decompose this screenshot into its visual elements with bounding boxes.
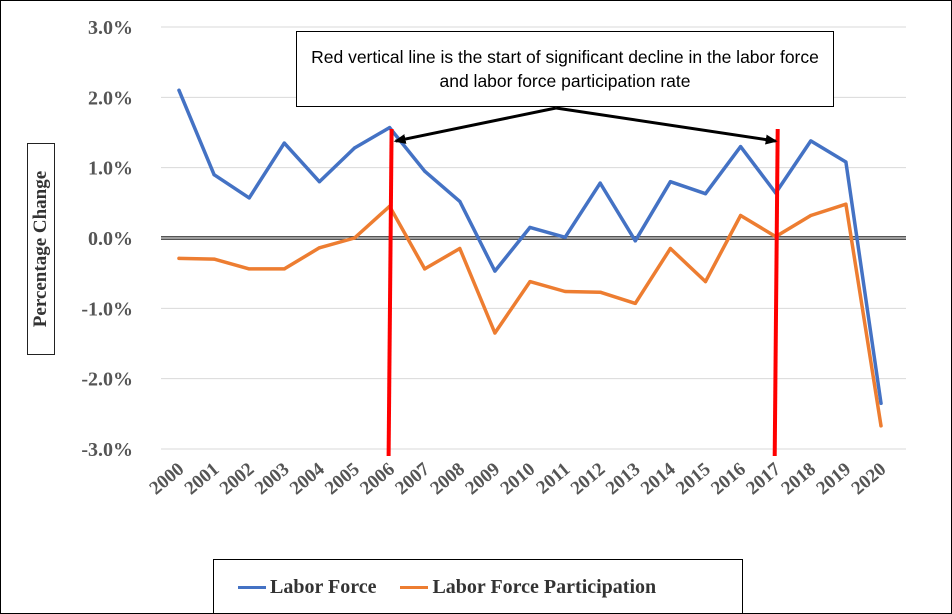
y-tick-label: 3.0% — [88, 17, 133, 39]
annotation-arrow-left — [393, 106, 557, 144]
x-tick-label: 2004 — [286, 458, 329, 499]
data-point — [458, 199, 462, 204]
y-axis-label: Percentage Change — [30, 170, 51, 328]
legend-item-participation: Labor Force Participation — [400, 576, 656, 599]
x-tick-label: 2013 — [602, 459, 645, 500]
x-tick-label: 2019 — [813, 459, 856, 500]
data-point — [247, 267, 251, 271]
data-point — [212, 173, 216, 177]
legend-label-labor-force: Labor Force — [270, 575, 377, 598]
x-tick-label: 2012 — [567, 459, 610, 500]
data-point — [177, 256, 181, 260]
data-point — [352, 146, 357, 150]
x-tick-label: 2015 — [672, 459, 715, 500]
x-tick-label: 2003 — [251, 459, 294, 500]
data-point — [633, 301, 637, 306]
data-point — [739, 213, 743, 218]
y-tick-label: 2.0% — [88, 87, 133, 109]
x-tick-label: 2007 — [391, 458, 434, 499]
data-point — [739, 144, 743, 149]
data-point — [352, 236, 357, 240]
x-tick-label: 2002 — [216, 459, 259, 500]
data-point — [703, 192, 708, 196]
legend-label-participation: Labor Force Participation — [432, 575, 657, 598]
data-point — [844, 160, 848, 164]
data-point — [598, 290, 602, 294]
data-point — [879, 401, 883, 405]
y-tick-label: -2.0% — [81, 369, 133, 391]
data-point — [458, 246, 462, 251]
data-point — [809, 213, 813, 218]
annotation-box: Red vertical line is the start of signif… — [296, 31, 834, 107]
data-point — [563, 289, 567, 294]
data-point — [423, 267, 427, 271]
y-tick-label: -1.0% — [81, 298, 133, 320]
annotation-text: Red vertical line is the start of signif… — [311, 46, 819, 92]
data-point — [493, 269, 497, 273]
data-point — [563, 235, 567, 239]
red-vertical-line-2006 — [386, 128, 394, 457]
data-point — [388, 125, 392, 130]
data-point — [528, 225, 532, 230]
data-point — [528, 280, 532, 284]
red-vertical-line-2017 — [772, 128, 780, 457]
data-point — [668, 246, 673, 251]
x-tick-label: 2010 — [497, 459, 540, 500]
x-tick-label: 2014 — [637, 458, 680, 499]
x-tick-label: 2006 — [356, 459, 399, 500]
x-tick-label: 2016 — [707, 459, 750, 500]
y-tick-label: 1.0% — [88, 158, 133, 180]
x-tick-label: 2017 — [742, 458, 785, 499]
data-point — [177, 88, 181, 92]
data-point — [703, 280, 708, 284]
x-tick-label: 2009 — [462, 459, 505, 500]
data-point — [212, 257, 216, 261]
data-point — [423, 169, 427, 173]
x-tick-label: 2005 — [321, 459, 364, 500]
data-point — [282, 267, 286, 271]
legend-swatch-participation — [400, 585, 429, 589]
annotation-arrow-right — [555, 106, 778, 145]
legend-swatch-labor-force — [238, 585, 266, 589]
x-tick-label: 2000 — [146, 459, 189, 500]
x-tick-label: 2001 — [181, 459, 224, 500]
data-point — [668, 180, 673, 184]
data-point — [598, 181, 602, 185]
data-point — [317, 246, 321, 250]
legend: Labor Force Labor Force Participation — [213, 559, 743, 613]
data-point — [633, 239, 637, 243]
data-point — [844, 202, 848, 206]
legend-item-labor-force: Labor Force — [238, 576, 376, 599]
x-tick-label: 2011 — [533, 459, 575, 499]
x-tick-label: 2018 — [777, 459, 820, 500]
y-axis-label-box: Percentage Change — [27, 143, 55, 355]
data-point — [493, 331, 497, 335]
data-point — [282, 141, 286, 145]
data-point — [809, 139, 813, 143]
x-tick-label: 2020 — [848, 459, 891, 500]
data-point — [879, 424, 883, 428]
y-tick-label: 0.0% — [88, 228, 133, 250]
data-point — [317, 180, 321, 184]
data-point — [247, 196, 251, 200]
x-tick-label: 2008 — [426, 459, 469, 500]
y-tick-label: -3.0% — [81, 439, 133, 461]
